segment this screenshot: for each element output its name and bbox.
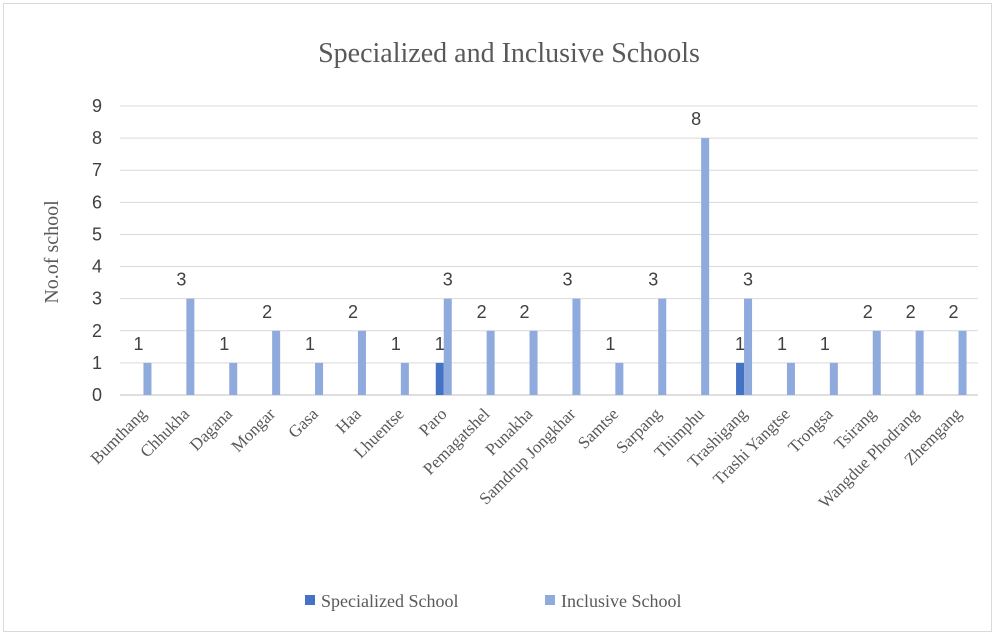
x-tick-label-mongar: Mongar: [227, 404, 279, 456]
x-tick-label-dagana: Dagana: [186, 404, 236, 454]
bar-inclusive-dagana: [229, 362, 238, 395]
bar-inclusive-wangdue-phodrang: [915, 330, 924, 395]
chart-title: Specialized and Inclusive Schools: [318, 38, 700, 69]
bar-inclusive-samdrup-jongkhar: [572, 298, 581, 395]
legend-swatch-inclusive-school: [545, 595, 555, 605]
bar-inclusive-gasa: [315, 362, 324, 395]
data-label-inclusive-thimphu: 8: [691, 109, 701, 129]
y-tick-label: 1: [92, 353, 102, 373]
y-axis-ticks: 0 1 2 3 4 5 6 7 8 9: [92, 96, 102, 405]
y-tick-label: 7: [92, 160, 102, 180]
bar-inclusive-zhemgang: [958, 330, 967, 395]
bar-specialized-paro: [435, 362, 444, 395]
data-label-inclusive-samdrup-jongkhar: 3: [562, 270, 572, 290]
x-tick-label-haa: Haa: [332, 404, 365, 437]
y-tick-label: 4: [92, 257, 102, 277]
y-tick-label: 6: [92, 192, 102, 212]
data-label-inclusive-dagana: 1: [219, 334, 229, 354]
data-label-inclusive-tsirang: 2: [863, 302, 873, 322]
bars: [143, 138, 967, 395]
data-label-inclusive-trashigang: 3: [743, 270, 753, 290]
y-tick-label: 8: [92, 128, 102, 148]
y-tick-label: 9: [92, 96, 102, 116]
bar-inclusive-thimphu: [701, 138, 710, 395]
bar-inclusive-lhuentse: [400, 362, 409, 395]
data-label-inclusive-paro: 3: [443, 270, 453, 290]
bar-inclusive-chhukha: [186, 298, 195, 395]
bar-inclusive-punakha: [529, 330, 538, 395]
bar-chart: Specialized and Inclusive Schools No.of …: [41, 38, 978, 611]
data-label-inclusive-wangdue-phodrang: 2: [906, 302, 916, 322]
data-label-inclusive-bumthang: 1: [133, 334, 143, 354]
data-label-inclusive-haa: 2: [348, 302, 358, 322]
data-label-specialized-paro: 1: [435, 334, 445, 354]
legend-label-specialized-school: Specialized School: [321, 591, 458, 611]
data-label-inclusive-sarpang: 3: [648, 270, 658, 290]
bar-inclusive-haa: [357, 330, 366, 395]
data-label-inclusive-punakha: 2: [520, 302, 530, 322]
data-label-inclusive-gasa: 1: [305, 334, 315, 354]
bar-inclusive-mongar: [272, 330, 281, 395]
y-tick-label: 3: [92, 289, 102, 309]
data-label-inclusive-lhuentse: 1: [391, 334, 401, 354]
bar-inclusive-paro: [443, 298, 452, 395]
x-tick-label-bumthang: Bumthang: [87, 404, 151, 468]
data-label-inclusive-zhemgang: 2: [949, 302, 959, 322]
x-tick-label-gasa: Gasa: [284, 404, 322, 442]
y-tick-label: 5: [92, 224, 102, 244]
bar-inclusive-trongsa: [829, 362, 838, 395]
data-label-specialized-trashigang: 1: [735, 334, 745, 354]
data-label-inclusive-pemagatshel: 2: [477, 302, 487, 322]
data-label-inclusive-mongar: 2: [262, 302, 272, 322]
bar-inclusive-trashigang: [744, 298, 753, 395]
gridlines: [120, 105, 978, 396]
legend: Specialized School Inclusive School: [305, 591, 681, 611]
bar-inclusive-sarpang: [658, 298, 667, 395]
chart-frame: Specialized and Inclusive Schools No.of …: [3, 3, 992, 632]
bar-inclusive-pemagatshel: [486, 330, 495, 395]
legend-swatch-specialized-school: [305, 595, 315, 605]
bar-inclusive-trashi-yangtse: [786, 362, 795, 395]
x-tick-label-paro: Paro: [415, 404, 450, 439]
y-tick-label: 2: [92, 321, 102, 341]
data-label-inclusive-samtse: 1: [605, 334, 615, 354]
bar-inclusive-bumthang: [143, 362, 152, 395]
data-label-inclusive-trongsa: 1: [820, 334, 830, 354]
legend-label-inclusive-school: Inclusive School: [561, 591, 681, 611]
bar-inclusive-tsirang: [872, 330, 881, 395]
data-label-inclusive-chhukha: 3: [176, 270, 186, 290]
data-label-inclusive-trashi-yangtse: 1: [777, 334, 787, 354]
x-tick-label-trongsa: Trongsa: [784, 404, 837, 457]
y-axis-label: No.of school: [41, 200, 63, 304]
bar-specialized-trashigang: [736, 362, 745, 395]
bar-inclusive-samtse: [615, 362, 624, 395]
y-tick-label: 0: [92, 385, 102, 405]
